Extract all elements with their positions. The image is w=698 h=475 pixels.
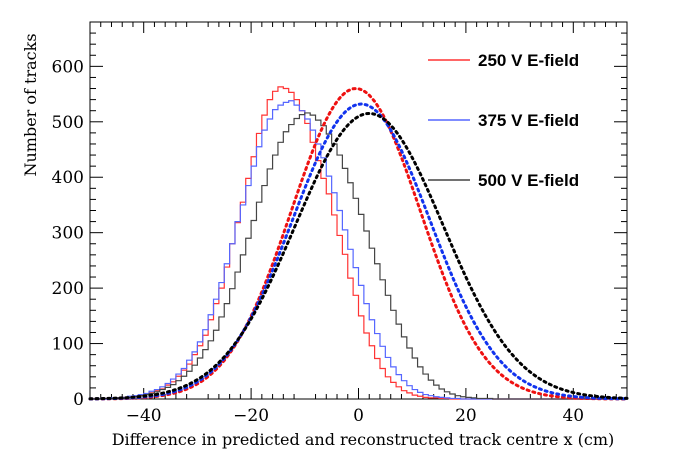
x-tick-label: 20	[455, 406, 477, 426]
x-axis-title: Difference in predicted and reconstructe…	[112, 430, 615, 449]
histogram-series-500v	[90, 112, 627, 400]
axis-ticks	[90, 21, 627, 400]
legend: 250 V E-field 375 V E-field 500 V E-field	[428, 51, 579, 190]
series-group	[90, 86, 627, 400]
x-tick-label: −40	[126, 406, 162, 426]
fit-curve-500v	[88, 111, 629, 401]
fit-curves	[88, 87, 629, 401]
y-tick-label: 600	[52, 57, 84, 77]
histogram-series-375v	[90, 100, 627, 400]
y-tick-label: 200	[52, 279, 84, 299]
legend-label-375v: 375 V E-field	[478, 111, 579, 130]
histogram-series-250v	[90, 86, 627, 400]
y-tick-label: 0	[73, 390, 84, 410]
x-tick-label: −20	[233, 406, 269, 426]
x-tick-label: 0	[353, 406, 364, 426]
legend-label-500v: 500 V E-field	[478, 171, 579, 190]
y-tick-label: 500	[52, 113, 84, 133]
fit-curve-250v	[88, 87, 629, 401]
y-axis-title: Number of tracks	[21, 33, 40, 176]
fit-curve-375v	[88, 102, 629, 401]
y-tick-label: 100	[52, 335, 84, 355]
y-tick-label: 300	[52, 224, 84, 244]
x-tick-label: 40	[562, 406, 584, 426]
y-tick-label: 400	[52, 168, 84, 188]
legend-label-250v: 250 V E-field	[478, 51, 579, 70]
